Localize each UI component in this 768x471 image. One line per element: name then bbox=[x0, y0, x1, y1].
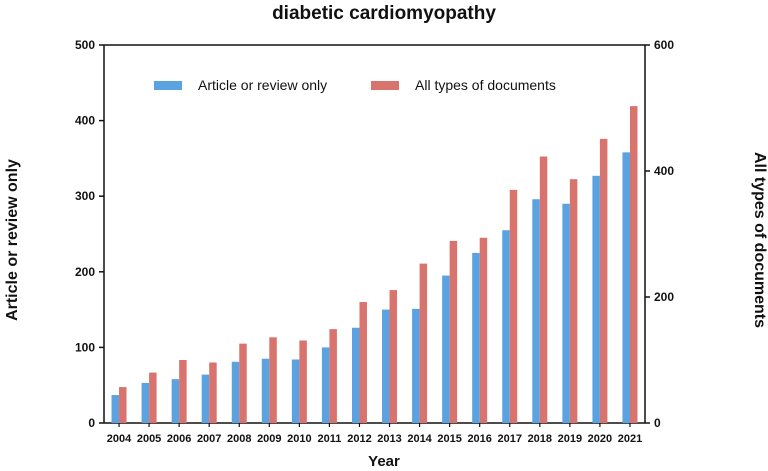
bar-article-2007 bbox=[201, 374, 210, 423]
bar-all-types-2020 bbox=[599, 138, 608, 423]
chart-title: diabetic cardiomyopathy bbox=[272, 3, 496, 24]
left-tick-label: 300 bbox=[75, 189, 95, 203]
bar-all-types-2014 bbox=[419, 263, 428, 423]
x-tick-label-2007: 2007 bbox=[197, 433, 221, 445]
x-axis-label: Year bbox=[368, 453, 400, 470]
bar-article-2020 bbox=[592, 175, 600, 423]
bar-article-2012 bbox=[351, 327, 360, 423]
bar-all-types-2017 bbox=[509, 189, 518, 423]
bar-article-2011 bbox=[321, 347, 330, 423]
x-tick-label-2008: 2008 bbox=[227, 433, 251, 445]
bar-all-types-2008 bbox=[239, 343, 247, 423]
bar-all-types-2013 bbox=[389, 290, 398, 423]
left-tick-label: 400 bbox=[75, 114, 95, 128]
bar-all-types-2016 bbox=[479, 237, 488, 423]
right-tick-label: 0 bbox=[654, 416, 661, 430]
x-tick-label-2014: 2014 bbox=[407, 433, 432, 445]
bar-all-types-2018 bbox=[539, 156, 548, 423]
bar-article-2018 bbox=[532, 199, 540, 423]
bar-article-2013 bbox=[382, 309, 390, 423]
x-tick-label-2017: 2017 bbox=[498, 433, 522, 445]
x-tick-label-2013: 2013 bbox=[377, 433, 401, 445]
bar-all-types-2005 bbox=[149, 372, 157, 423]
bar-all-types-2009 bbox=[269, 337, 277, 423]
x-tick-label-2016: 2016 bbox=[467, 433, 491, 445]
right-tick-label: 400 bbox=[654, 164, 674, 178]
x-tick-label-2004: 2004 bbox=[107, 433, 132, 445]
legend-label-all-types: All types of documents bbox=[415, 77, 556, 93]
x-tick-label-2012: 2012 bbox=[347, 433, 371, 445]
bar-article-2006 bbox=[171, 379, 180, 423]
bar-all-types-2012 bbox=[359, 302, 367, 423]
right-tick-label: 600 bbox=[654, 38, 674, 52]
right-tick-label: 200 bbox=[654, 290, 674, 304]
bar-article-2005 bbox=[141, 382, 150, 423]
legend-item-all-types: All types of documents bbox=[371, 77, 556, 93]
legend-swatch-article bbox=[154, 80, 182, 90]
bar-all-types-2010 bbox=[299, 340, 307, 423]
bar-all-types-2019 bbox=[569, 179, 578, 423]
left-tick-label: 100 bbox=[75, 340, 95, 354]
bar-all-types-2004 bbox=[119, 387, 127, 423]
bar-article-2017 bbox=[502, 230, 510, 423]
x-tick-label-2005: 2005 bbox=[137, 433, 161, 445]
left-tick-label: 500 bbox=[75, 38, 95, 52]
legend-item-article: Article or review only bbox=[154, 77, 327, 93]
x-tick-label-2018: 2018 bbox=[528, 433, 552, 445]
legend-swatch-all-types bbox=[371, 80, 399, 90]
bar-article-2009 bbox=[261, 358, 270, 423]
bar-article-2016 bbox=[472, 252, 480, 423]
bar-article-2021 bbox=[622, 152, 630, 424]
bar-article-2004 bbox=[111, 395, 120, 423]
x-tick-label-2019: 2019 bbox=[558, 433, 582, 445]
bar-article-2014 bbox=[412, 308, 420, 423]
x-tick-label-2009: 2009 bbox=[257, 433, 281, 445]
x-tick-label-2006: 2006 bbox=[167, 433, 191, 445]
bar-article-2019 bbox=[562, 203, 570, 423]
x-tick-label-2010: 2010 bbox=[287, 433, 311, 445]
bar-all-types-2021 bbox=[629, 106, 638, 424]
bar-all-types-2011 bbox=[329, 329, 337, 423]
bar-article-2010 bbox=[291, 359, 300, 423]
left-tick-label: 200 bbox=[75, 265, 95, 279]
bar-all-types-2007 bbox=[209, 362, 217, 423]
x-tick-label-2015: 2015 bbox=[437, 433, 461, 445]
bar-article-2008 bbox=[231, 361, 240, 423]
legend-label-article: Article or review only bbox=[198, 77, 328, 93]
x-tick-label-2011: 2011 bbox=[317, 433, 341, 445]
bar-article-2015 bbox=[442, 275, 450, 423]
bar-all-types-2006 bbox=[179, 360, 187, 423]
bar-all-types-2015 bbox=[449, 240, 458, 423]
x-tick-label-2020: 2020 bbox=[588, 433, 612, 445]
x-tick-label-2021: 2021 bbox=[618, 433, 642, 445]
left-tick-label: 0 bbox=[88, 416, 95, 430]
